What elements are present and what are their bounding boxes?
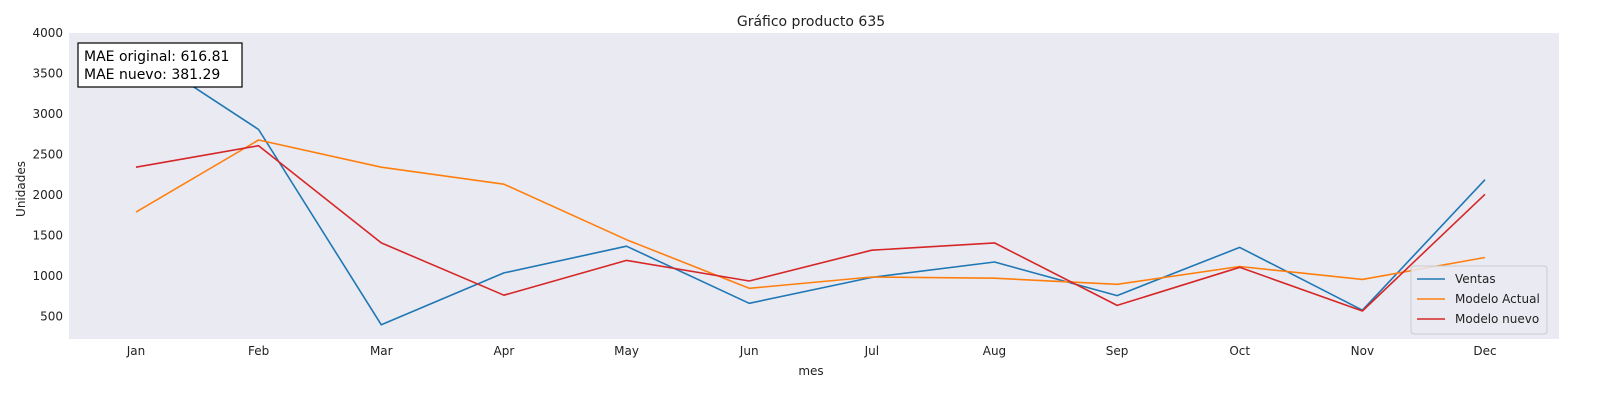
series-line-ventas [135, 48, 1486, 326]
series-lines [135, 48, 1486, 326]
mae-nuevo-text: MAE nuevo: 381.29 [84, 67, 220, 83]
y-tick-label: 4000 [32, 26, 63, 40]
plot-area [69, 33, 1559, 339]
y-axis-ticks: 500 1000 1500 2000 2500 3000 3500 4000 [32, 26, 63, 324]
series-line-modelo-nuevo [135, 144, 1486, 312]
x-axis-label: mes [798, 364, 823, 378]
y-tick-label: 2000 [32, 188, 63, 202]
mae-annotation: MAE original: 616.81 MAE nuevo: 381.29 [77, 42, 243, 88]
y-tick-label: 3000 [32, 107, 63, 121]
x-tick-label: Sep [1106, 344, 1129, 358]
y-tick-label: 3500 [32, 67, 63, 81]
x-tick-label: Jul [864, 344, 879, 358]
y-tick-label: 500 [40, 310, 63, 324]
x-tick-label: Feb [248, 344, 269, 358]
y-tick-label: 2500 [32, 148, 63, 162]
legend: Ventas Modelo Actual Modelo nuevo [1410, 265, 1548, 335]
legend-label: Modelo nuevo [1455, 312, 1539, 326]
x-tick-label: Aug [983, 344, 1006, 358]
mae-original-text: MAE original: 616.81 [84, 49, 229, 65]
mae-annotation-box [77, 42, 243, 88]
legend-box [1410, 265, 1548, 335]
x-axis-ticks: Jan Feb Mar Apr May Jun Jul Aug Sep Oct Nov Dec [126, 344, 1497, 358]
y-tick-label: 1500 [32, 229, 63, 243]
x-tick-label: Apr [494, 344, 515, 358]
chart-title: Gráfico producto 635 [737, 14, 885, 30]
y-tick-label: 1000 [32, 269, 63, 283]
series-line-modelo-actual [135, 139, 1486, 290]
x-tick-label: Nov [1351, 344, 1374, 358]
legend-label: Ventas [1455, 272, 1496, 286]
x-tick-label: Mar [370, 344, 393, 358]
x-tick-label: May [614, 344, 639, 358]
legend-label: Modelo Actual [1455, 292, 1540, 306]
y-axis-label: Unidades [14, 161, 28, 217]
x-tick-label: Oct [1229, 344, 1250, 358]
x-tick-label: Dec [1473, 344, 1496, 358]
x-tick-label: Jan [126, 344, 146, 358]
x-tick-label: Jun [739, 344, 759, 358]
